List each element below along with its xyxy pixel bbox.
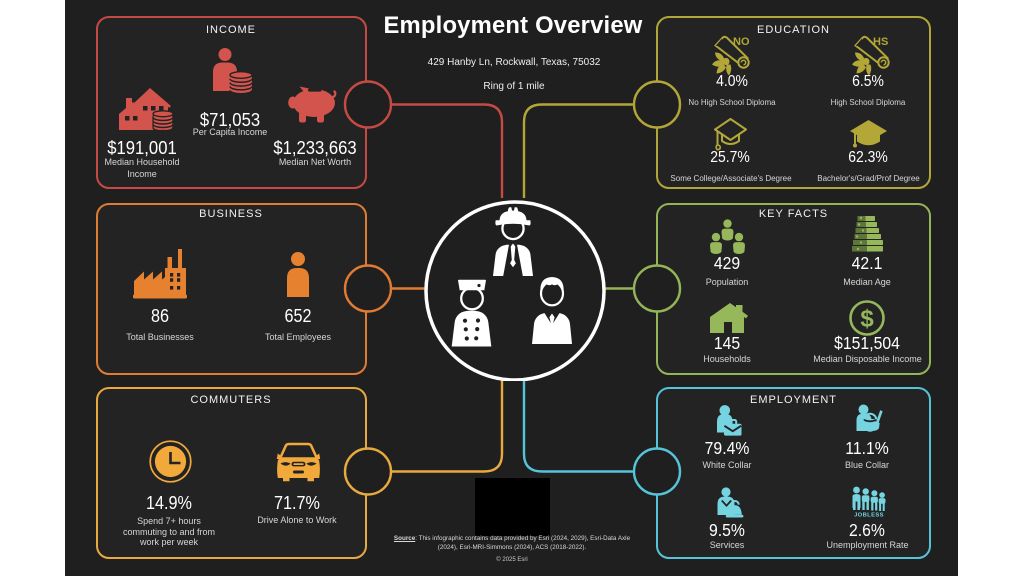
- svg-text:$: $: [860, 306, 874, 333]
- svg-text:NO: NO: [733, 36, 750, 48]
- svg-text:JOBLESS: JOBLESS: [854, 513, 884, 519]
- svg-text:HS: HS: [873, 36, 888, 48]
